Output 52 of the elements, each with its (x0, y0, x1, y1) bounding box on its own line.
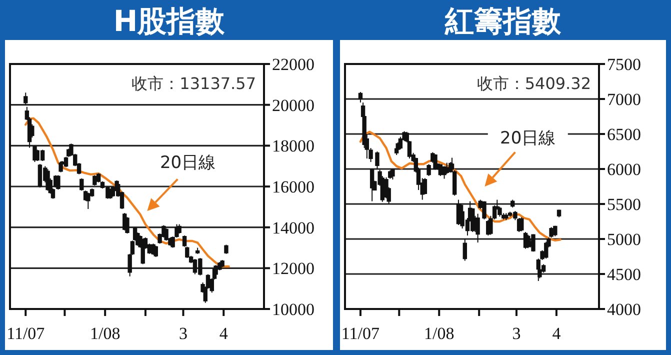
x-tick-label: 4 (219, 324, 228, 343)
x-tick-label: 1/08 (424, 324, 454, 343)
candlestick (553, 225, 558, 237)
candlestick (177, 224, 182, 234)
chart-title: H股指數 (113, 4, 226, 38)
y-tick-label: 5000 (607, 230, 641, 249)
candlestick (520, 216, 524, 232)
candlestick (24, 92, 28, 106)
y-tick-label: 18000 (272, 136, 314, 156)
x-tick-label: 3 (512, 324, 521, 343)
chart-title: 紅籌指數 (444, 4, 562, 38)
candlestick (86, 192, 90, 210)
x-tick-label: 11/07 (6, 324, 46, 343)
x-tick-label: 11/07 (341, 324, 380, 343)
candlestick (195, 247, 200, 254)
y-tick-label: 6500 (607, 125, 641, 144)
y-tick-label: 10000 (272, 300, 314, 319)
candlestick (462, 238, 468, 262)
y-tick-label: 4000 (607, 300, 641, 319)
candlestick (154, 245, 158, 258)
y-tick-label: 20000 (272, 96, 314, 115)
candlestick (426, 164, 431, 176)
candlestick (358, 92, 363, 103)
candlestick (375, 151, 380, 170)
y-tick-label: 5500 (607, 195, 641, 214)
candlestick (125, 216, 130, 234)
candlestick (92, 174, 97, 186)
annotation: 收市：13137.57 (132, 74, 256, 93)
x-tick-label: 1/08 (90, 324, 120, 343)
y-tick-label: 16000 (272, 178, 314, 196)
y-tick-label: 7000 (607, 90, 641, 109)
y-tick-label: 14000 (272, 218, 314, 238)
y-tick-label: 12000 (272, 259, 314, 278)
y-tick-label: 7500 (607, 55, 641, 74)
candlestick (56, 174, 60, 190)
candlestick (556, 209, 562, 218)
candlestick (510, 199, 515, 208)
x-tick-label: 4 (552, 324, 562, 343)
annotation: 收市：5409.32 (476, 74, 591, 93)
y-tick-label: 4500 (607, 265, 641, 284)
candlestick (504, 212, 508, 221)
candlestick (224, 244, 228, 254)
y-tick-label: 22000 (272, 55, 314, 74)
candlestick (390, 168, 395, 180)
x-tick-label: 3 (178, 324, 188, 343)
candlestick (482, 200, 486, 220)
annotation: 20日線 (500, 128, 556, 148)
candlestick (220, 260, 224, 268)
annotation: 20日線 (160, 153, 216, 173)
candlestick (549, 226, 554, 238)
y-tick-label: 6000 (607, 160, 641, 179)
candlestick (164, 228, 168, 242)
